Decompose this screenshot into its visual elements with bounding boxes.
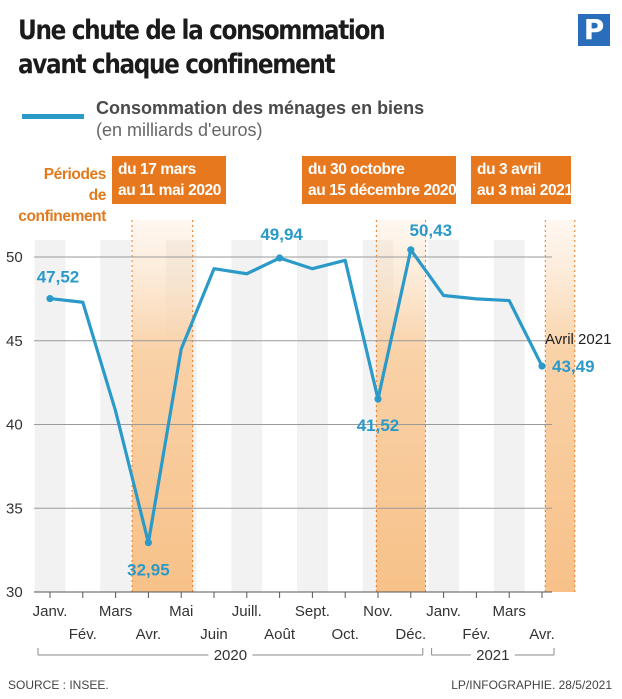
x-tick-label: Juill. <box>232 603 262 620</box>
credit-note: LP/INFOGRAPHIE. 28/5/2021 <box>451 678 612 692</box>
y-tick-label: 30 <box>6 584 23 601</box>
x-tick-label: Mars <box>99 603 132 620</box>
x-tick-label: Avr. <box>529 626 555 643</box>
periods-label: Périodes de confinement <box>8 164 106 227</box>
lockdown-band <box>545 220 575 592</box>
period-box-1: du 17 mars au 11 mai 2020 <box>112 156 226 204</box>
data-label: 32,95 <box>127 561 170 580</box>
title-line-2: avant chaque confinement <box>18 49 336 80</box>
period-2-line-2: au 15 décembre 2020 <box>308 182 457 199</box>
legend: Consommation des ménages en biens (en mi… <box>96 97 424 141</box>
page-title: Une chute de la consommation avant chaqu… <box>18 14 482 82</box>
data-label: 47,52 <box>37 268 80 287</box>
data-point-marker <box>144 538 152 547</box>
data-label: 41,52 <box>357 416 400 435</box>
data-point-marker <box>407 246 415 254</box>
series-line <box>48 248 544 545</box>
month-stripe <box>231 240 263 592</box>
annotation-label: Avril 2021 <box>545 331 611 348</box>
year-label: 2020 <box>214 647 247 664</box>
y-tick-label: 45 <box>6 333 23 350</box>
year-label-bg <box>208 645 253 663</box>
x-tick-label: Oct. <box>331 626 359 643</box>
data-point-marker <box>46 294 54 303</box>
x-tick-label: Fév. <box>69 626 97 643</box>
legend-series-name: Consommation des ménages en biens <box>96 98 425 118</box>
x-tick-label: Mai <box>169 603 193 620</box>
x-tick-label: Mars <box>493 603 526 620</box>
period-box-2: du 30 octobre au 15 décembre 2020 <box>302 156 457 204</box>
data-point-marker <box>276 254 284 262</box>
month-stripe <box>493 240 525 592</box>
data-point-marker <box>538 362 546 370</box>
y-tick-label: 50 <box>6 249 23 266</box>
month-stripe <box>297 240 328 592</box>
x-tick-label: Sept. <box>295 603 330 620</box>
lockdown-band <box>132 220 193 592</box>
x-tick-label: Fév. <box>462 626 490 643</box>
period-box-3: du 3 avril au 3 mai 2021 <box>471 156 573 204</box>
legend-unit: (en milliards d'euros) <box>96 120 263 140</box>
periods-label-line-2: de confinement <box>18 187 106 225</box>
x-tick-label: Août <box>264 626 296 643</box>
data-label: 50,43 <box>410 221 453 240</box>
logo: P <box>578 14 610 46</box>
periods-label-line-1: Périodes <box>43 166 107 183</box>
x-tick-label: Juin <box>200 626 228 643</box>
year-label: 2021 <box>476 647 509 664</box>
legend-swatch <box>22 114 84 119</box>
month-stripe <box>428 240 459 592</box>
period-3-line-2: au 3 mai 2021 <box>477 182 573 199</box>
period-2-line-1: du 30 octobre <box>308 161 405 178</box>
month-stripe <box>34 240 66 592</box>
x-tick-label: Janv. <box>33 603 68 620</box>
x-tick-label: Avr. <box>136 626 162 643</box>
source-note: SOURCE : INSEE. <box>8 678 109 692</box>
x-tick-label: Déc. <box>395 626 426 643</box>
year-label-bg <box>470 645 515 663</box>
x-tick-label: Nov. <box>363 603 393 620</box>
period-1-line-1: du 17 mars <box>118 161 196 178</box>
title-line-1: Une chute de la consommation <box>18 15 386 46</box>
x-tick-label: Janv. <box>426 603 461 620</box>
data-label: 43,49 <box>552 357 595 376</box>
lockdown-band <box>376 220 426 592</box>
data-point-marker <box>374 395 382 403</box>
period-3-line-1: du 3 avril <box>477 161 542 178</box>
data-label: 49,94 <box>260 225 303 244</box>
y-tick-label: 40 <box>6 417 23 434</box>
y-tick-label: 35 <box>6 500 23 517</box>
period-1-line-2: au 11 mai 2020 <box>118 182 221 199</box>
